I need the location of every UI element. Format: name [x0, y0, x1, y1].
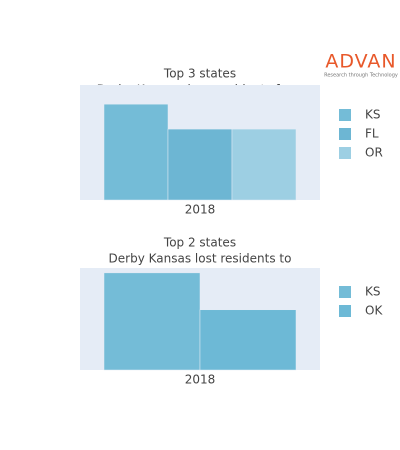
x-tick-label: 2018 — [185, 373, 216, 387]
legend-swatch — [339, 109, 351, 121]
chart-title: Top 2 states — [163, 236, 236, 250]
legend-label: KS — [365, 285, 381, 299]
bar — [231, 128, 297, 201]
bar — [103, 103, 169, 201]
chart-subtitle: Derby Kansas lost residents to — [109, 252, 292, 266]
legend-label: OK — [365, 304, 383, 318]
chart-title: Top 3 states — [163, 67, 236, 81]
logo-text: ADVAN — [325, 51, 396, 73]
legend-label: OR — [365, 146, 383, 160]
bar — [167, 128, 233, 201]
x-tick-label: 2018 — [185, 203, 216, 217]
bar — [199, 309, 297, 371]
legend-label: FL — [365, 127, 379, 141]
logo-tagline: Research through Technology — [324, 73, 398, 79]
bar — [103, 272, 201, 371]
legend-swatch — [339, 286, 351, 298]
legend-swatch — [339, 305, 351, 317]
legend-swatch — [339, 147, 351, 159]
legend-label: KS — [365, 108, 381, 122]
legend-swatch — [339, 128, 351, 140]
